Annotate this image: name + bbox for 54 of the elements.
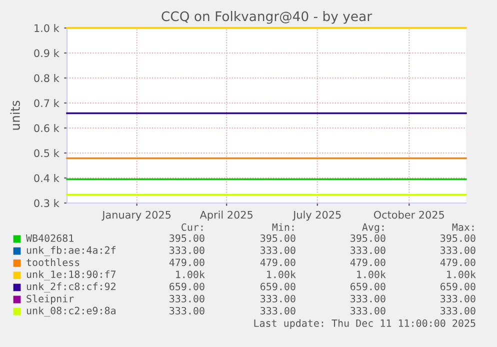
text: 333.00 — [170, 294, 204, 302]
legend-label: unk_fb:ae:4a:2f — [26, 246, 116, 256]
text: 333.00 — [260, 306, 296, 315]
text: 333.00 — [350, 294, 386, 302]
text: 479.00 — [350, 258, 386, 266]
y-tick-label: 0.3 k — [34, 199, 60, 208]
legend-label: unk_08:c2:e9:8a — [26, 306, 116, 317]
x-tick-label: July 2025 — [292, 210, 341, 221]
text: Avg: — [362, 223, 384, 233]
text: 333.00 — [260, 294, 296, 302]
legend-label: toothless — [26, 258, 80, 266]
text: 659.00 — [440, 282, 476, 290]
text: 479.00 — [169, 258, 204, 266]
legend-label: unk_1e:18:90:f7 — [26, 270, 116, 280]
y-tick-label: 0.5 k — [34, 149, 60, 158]
text: 659.00 — [350, 282, 386, 290]
chart-title: CCQ on Folkvangr@40 - by year — [162, 11, 372, 24]
text: 333.00 — [440, 306, 476, 315]
legend-label: unk_2f:c8:cf:92 — [26, 282, 116, 292]
text: 395.00 — [350, 234, 386, 242]
text: 479.00 — [260, 258, 296, 266]
text: Cur: — [182, 223, 203, 231]
text: 333.00 — [170, 306, 204, 315]
text: 333.00 — [260, 246, 296, 254]
text: 1.00k — [447, 270, 476, 278]
text: 1.00k — [357, 270, 386, 278]
x-tick-label: January 2025 — [102, 210, 171, 221]
x-tick-label: October 2025 — [374, 210, 444, 219]
text: 333.00 — [440, 294, 476, 302]
text: 395.00 — [170, 234, 204, 242]
text: 1.00k — [176, 270, 205, 278]
legend-label: Sleipnir — [26, 294, 74, 304]
x-tick-label: April 2025 — [200, 210, 253, 221]
y-axis-title: units — [10, 100, 20, 130]
text: 333.00 — [440, 246, 476, 254]
text: 395.00 — [440, 234, 476, 242]
y-tick-label: 0.4 k — [34, 174, 60, 182]
text: 333.00 — [350, 306, 386, 315]
text: Min: — [272, 223, 294, 231]
text: Last update: Thu Dec 11 11:00:00 2025 — [254, 319, 476, 329]
text: 479.00 — [440, 258, 476, 266]
y-tick-label: 0.6 k — [34, 124, 60, 132]
y-tick-label: 0.9 k — [34, 49, 60, 58]
y-tick-label: 1.0 k — [34, 24, 60, 32]
text: Max: — [452, 223, 474, 231]
text: 659.00 — [260, 282, 296, 290]
text: 333.00 — [170, 246, 204, 254]
text: 1.00k — [267, 270, 296, 278]
text: 395.00 — [260, 234, 296, 242]
y-tick-label: 0.8 k — [34, 74, 60, 82]
legend-label: WB402681 — [26, 234, 74, 242]
text: 333.00 — [350, 246, 386, 254]
text: 659.00 — [170, 282, 204, 290]
y-tick-label: 0.7 k — [34, 99, 60, 108]
